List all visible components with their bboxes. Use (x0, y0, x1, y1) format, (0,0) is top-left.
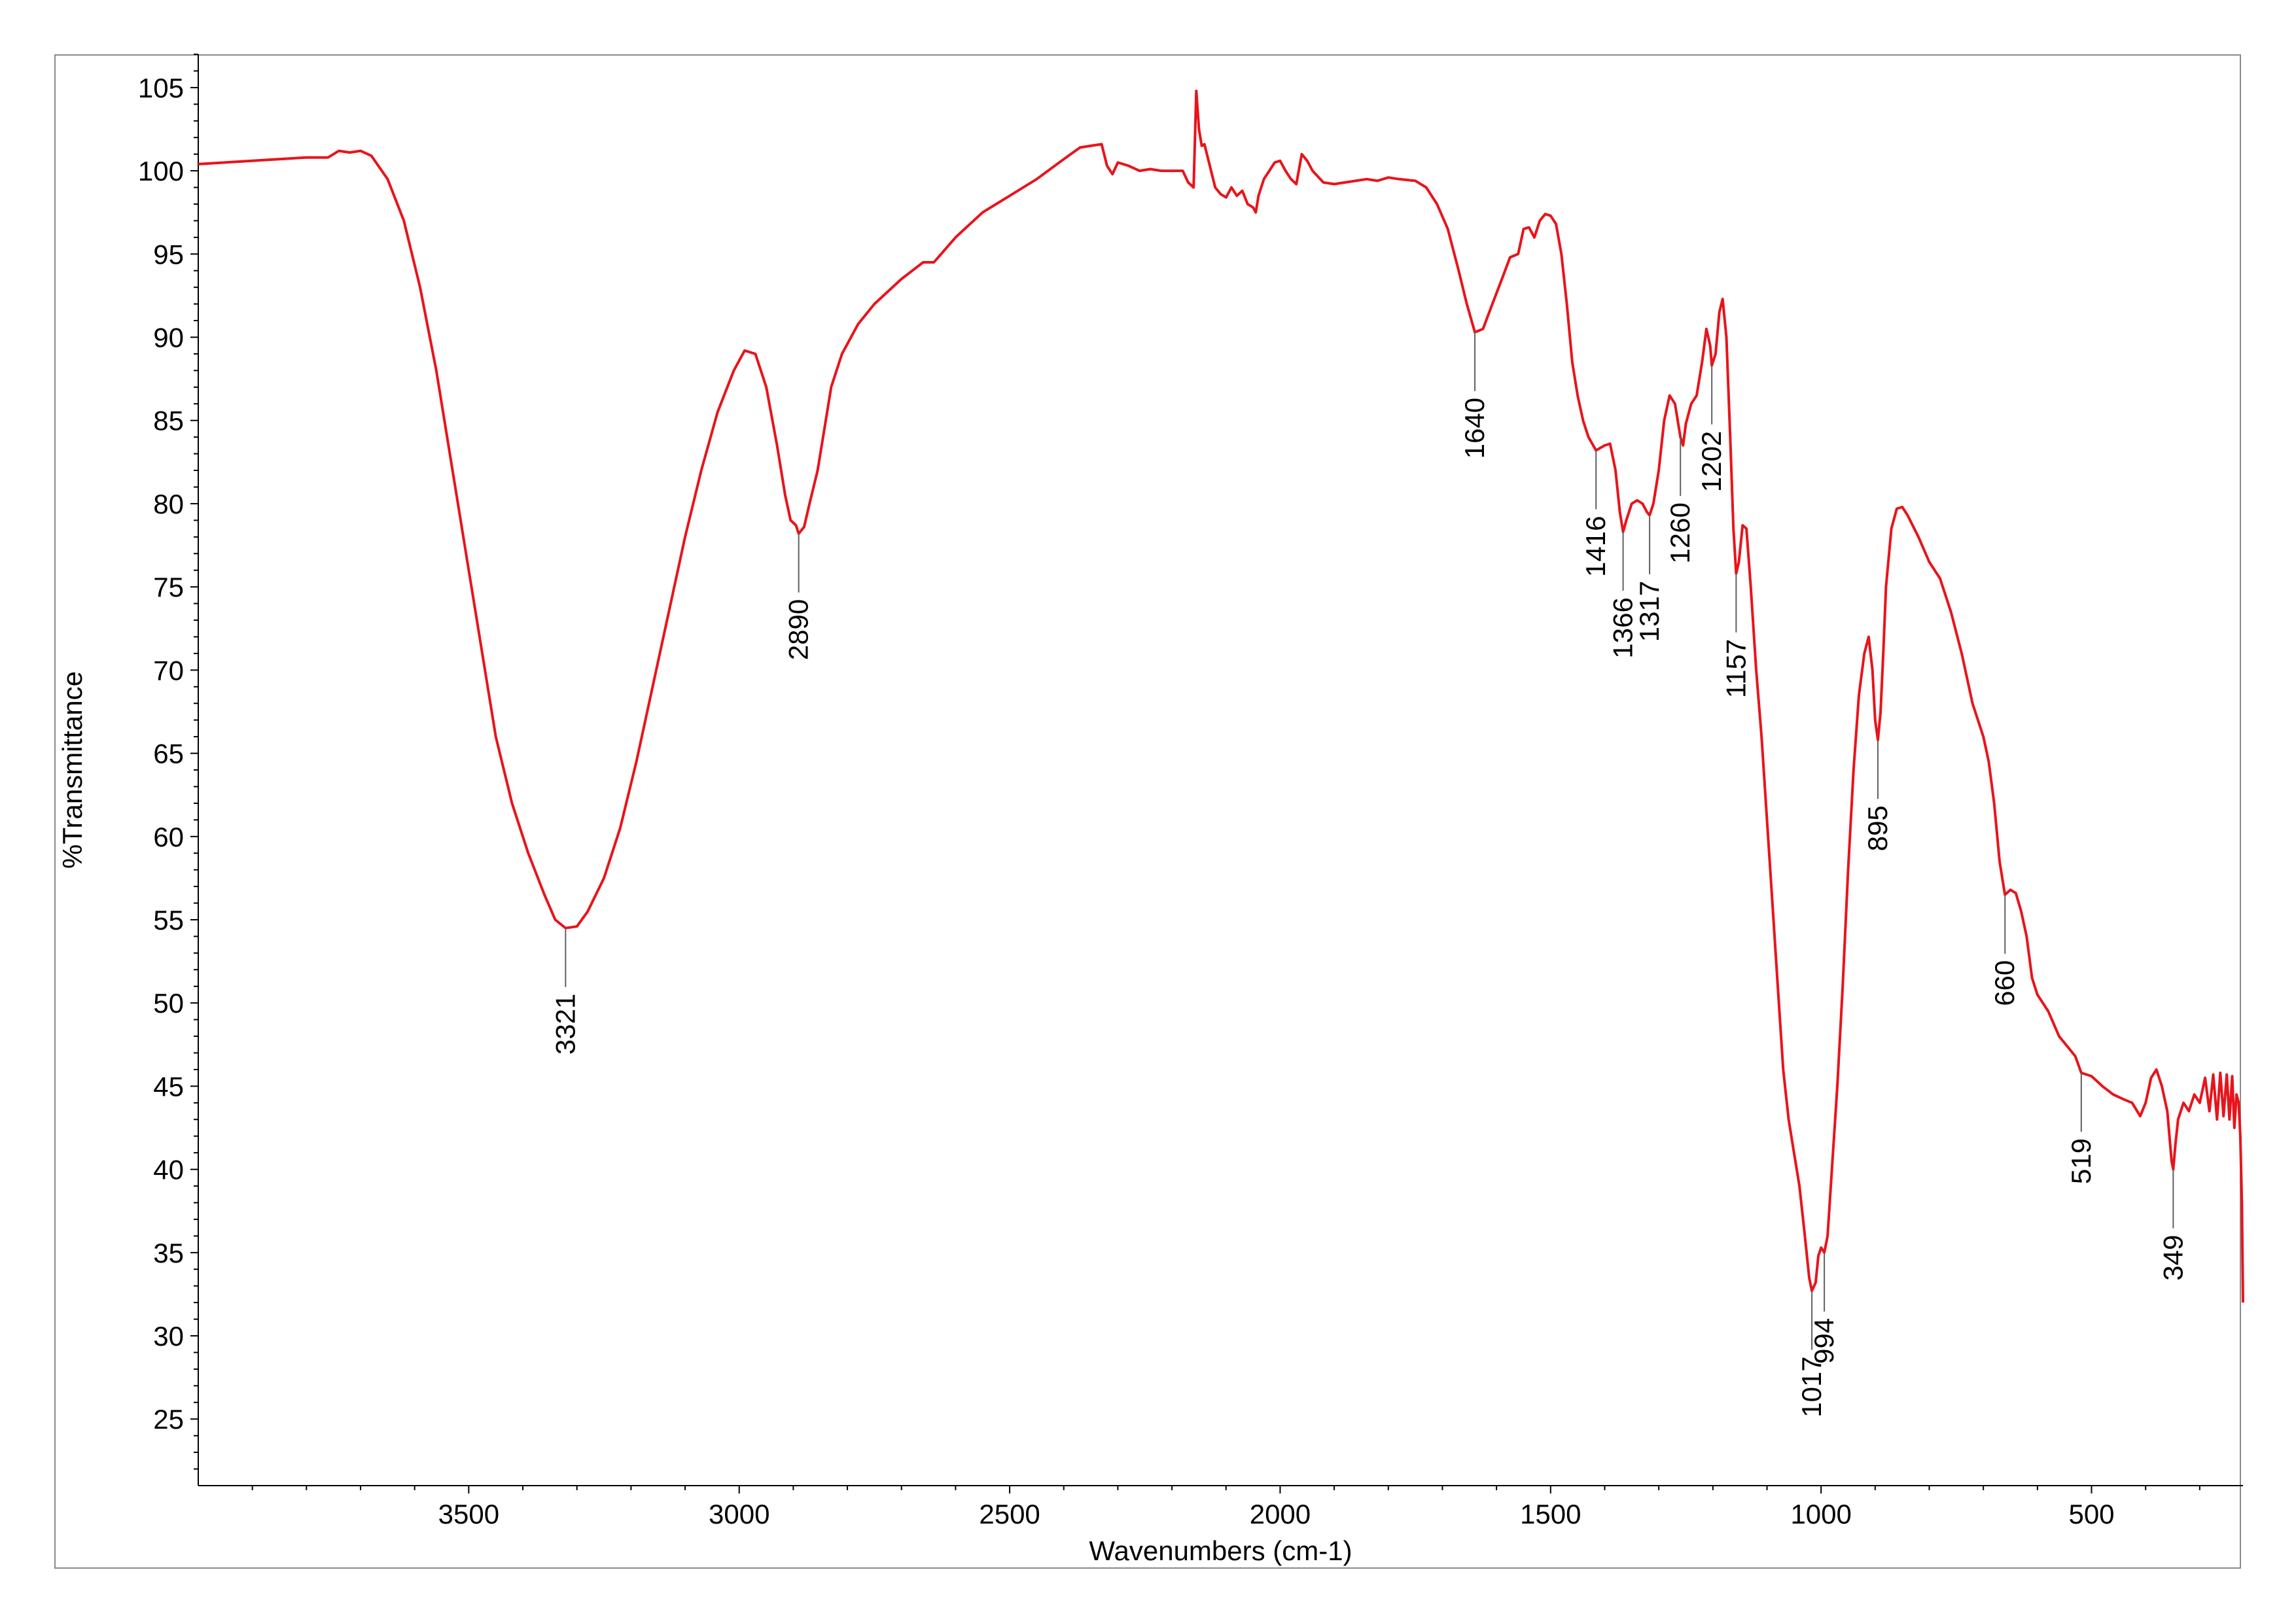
x-tick-label: 1000 (1790, 1499, 1851, 1529)
x-tick-label: 500 (2068, 1499, 2114, 1529)
y-tick-label: 60 (153, 822, 184, 852)
y-tick-label: 105 (138, 73, 184, 103)
y-tick-label: 45 (153, 1071, 184, 1102)
peak-label: 1640 (1459, 398, 1490, 459)
x-axis-label: Wavenumbers (cm-1) (1089, 1535, 1352, 1566)
y-tick-label: 35 (153, 1238, 184, 1268)
y-tick-label: 75 (153, 572, 184, 602)
peak-label: 349 (2157, 1235, 2188, 1281)
peak-label: 895 (1862, 805, 1893, 851)
y-tick-label: 55 (153, 905, 184, 935)
series-layer (198, 90, 2244, 1303)
y-axis-label: %Transmittance (57, 671, 88, 869)
y-tick-label: 70 (153, 655, 184, 686)
x-tick-label: 2500 (979, 1499, 1040, 1529)
x-tick-label: 3500 (438, 1499, 499, 1529)
peak-label: 1260 (1665, 502, 1695, 563)
y-tick-label: 100 (138, 156, 184, 186)
y-tick-label: 25 (153, 1404, 184, 1435)
x-axis-ticks: 3500 3000 2500 2000 1500 1000 500 (251, 1486, 2200, 1529)
peak-label: 994 (1809, 1318, 1839, 1364)
peak-label: 2890 (783, 599, 814, 660)
x-tick-label: 2000 (1250, 1499, 1311, 1529)
y-tick-label: 40 (153, 1155, 184, 1185)
y-tick-label: 80 (153, 489, 184, 519)
y-tick-label: 50 (153, 988, 184, 1019)
y-axis-ticks: 25 30 35 40 45 50 55 60 65 70 75 80 85 90 95 100 105 (138, 54, 198, 1470)
y-tick-label: 85 (153, 406, 184, 436)
peak-label: 1317 (1634, 581, 1665, 642)
y-tick-label: 65 (153, 739, 184, 769)
peak-label: 1202 (1696, 431, 1727, 492)
x-tick-label: 1500 (1520, 1499, 1581, 1529)
peak-label: 519 (2066, 1138, 2096, 1184)
peak-label: 1017 (1796, 1356, 1827, 1417)
y-tick-label: 30 (153, 1321, 184, 1352)
x-tick-label: 3000 (709, 1499, 769, 1529)
peak-label: 660 (1989, 960, 2020, 1006)
peak-label: 1366 (1608, 597, 1638, 658)
y-tick-label: 95 (153, 239, 184, 270)
peak-label: 1416 (1580, 516, 1611, 577)
y-tick-label: 90 (153, 323, 184, 353)
chart-frame (54, 54, 2241, 1569)
spectrum-line (198, 90, 2244, 1303)
peak-label: 3321 (550, 994, 580, 1055)
peak-label: 1157 (1720, 639, 1751, 698)
